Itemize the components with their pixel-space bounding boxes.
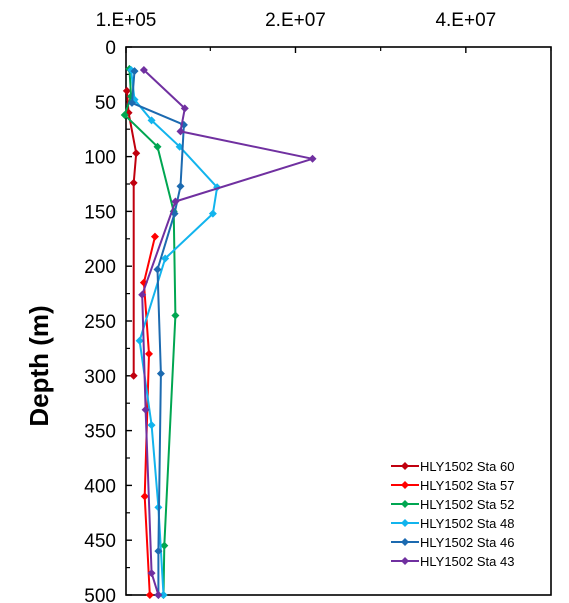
data-point [120,110,129,119]
legend-item-hly1502-sta-57: HLY1502 Sta 57 [391,478,514,493]
legend-label: HLY1502 Sta 46 [420,535,514,550]
y-tick-label: 0 [105,38,116,59]
data-point [153,265,162,274]
data-point [147,421,156,430]
x-axis-ticks: 1.E+05 2.E+07 4.E+07 [96,10,552,53]
legend-label: HLY1502 Sta 60 [420,459,514,474]
y-axis-title: Depth (m) [24,305,54,426]
legend-label: HLY1502 Sta 48 [420,516,514,531]
legend-item-hly1502-sta-52: HLY1502 Sta 52 [391,497,514,512]
y-axis-ticks: 0 50 100 150 200 250 300 350 400 450 500 [84,38,132,603]
legend-label: HLY1502 Sta 57 [420,478,514,493]
data-point [176,127,185,136]
x-tick-label: 1.E+05 [96,10,157,31]
series-hly1502-sta-43 [138,66,317,599]
y-tick-label: 400 [84,476,116,497]
data-point [140,492,149,501]
data-point [144,349,153,358]
data-point [135,336,144,345]
data-point [156,369,165,378]
legend-swatch-marker [401,481,409,489]
data-point [147,116,156,125]
data-point [130,67,139,76]
data-point [141,405,150,414]
data-point [147,569,156,578]
y-tick-label: 500 [84,586,116,603]
legend-item-hly1502-sta-43: HLY1502 Sta 43 [391,554,514,569]
data-point [176,182,185,191]
y-tick-label: 100 [84,148,116,169]
legend: HLY1502 Sta 60 HLY1502 Sta 57 HLY1502 Sta … [391,459,514,569]
legend-swatch-marker [401,500,409,508]
data-point [208,209,217,218]
x-tick-label: 2.E+07 [265,10,326,31]
series-hly1502-sta-48 [127,66,222,599]
data-point [153,142,162,151]
series-layer [120,64,317,599]
legend-swatch-marker [401,557,409,565]
data-point [159,591,168,599]
y-tick-label: 250 [84,312,116,333]
data-point [180,104,189,113]
data-point [129,178,138,187]
data-point [127,98,136,107]
data-point [129,371,138,380]
series-line [123,68,177,596]
y-tick-label: 300 [84,367,116,388]
y-tick-label: 450 [84,531,116,552]
legend-label: HLY1502 Sta 52 [420,497,514,512]
plot-frame [125,46,552,596]
x-tick-label: 4.E+07 [435,10,496,31]
data-point [154,547,163,556]
data-point [308,154,317,163]
y-tick-label: 150 [84,202,116,223]
legend-label: HLY1502 Sta 43 [420,554,514,569]
series-line [125,90,138,376]
series-hly1502-sta-52 [120,64,180,599]
data-point [124,108,133,117]
data-point [145,591,154,599]
data-point [138,290,147,299]
legend-item-hly1502-sta-48: HLY1502 Sta 48 [391,516,514,531]
data-point [150,232,159,241]
y-tick-label: 50 [95,93,116,114]
legend-item-hly1502-sta-60: HLY1502 Sta 60 [391,459,514,474]
data-point [122,86,131,95]
data-point [171,197,180,206]
series-line [141,69,314,596]
y-tick-label: 350 [84,422,116,443]
legend-swatch-marker [401,462,409,470]
legend-item-hly1502-sta-46: HLY1502 Sta 46 [391,535,514,550]
legend-swatch-marker [401,519,409,527]
data-point [171,311,180,320]
y-tick-label: 200 [84,257,116,278]
data-point [160,541,169,550]
legend-swatch-marker [401,538,409,546]
data-point [139,66,148,75]
data-point [154,591,163,599]
data-point [161,254,170,263]
data-point [132,149,141,158]
